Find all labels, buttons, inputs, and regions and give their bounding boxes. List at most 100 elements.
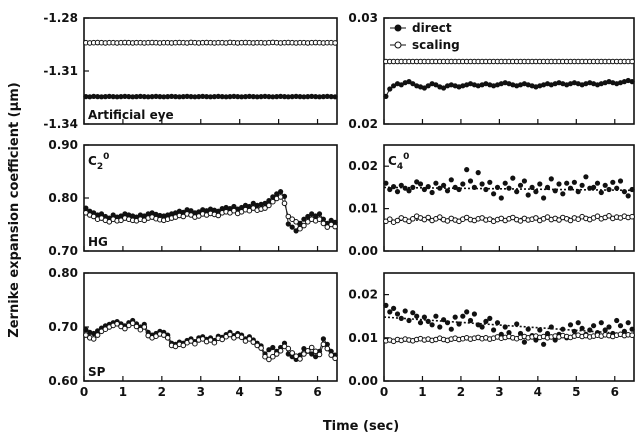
data-point-scaling xyxy=(544,214,551,220)
data-point-direct xyxy=(564,180,570,186)
panels: -1.28 -1.31 -1.34 Artificial eye 0.03 0.02 dir… xyxy=(43,11,635,399)
data-point-direct xyxy=(172,94,179,100)
data-point-direct xyxy=(617,80,624,86)
data-point-scaling xyxy=(262,353,268,360)
data-point-direct xyxy=(475,83,481,89)
data-point-direct xyxy=(587,327,593,333)
data-point-direct xyxy=(83,205,89,211)
data-point-direct xyxy=(506,330,512,336)
data-point-direct xyxy=(567,81,574,87)
data-point-direct xyxy=(441,85,447,91)
data-point-direct xyxy=(598,189,604,196)
data-point-direct xyxy=(421,186,427,193)
data-point-direct xyxy=(464,309,470,315)
data-point-direct xyxy=(118,94,124,100)
data-point-direct xyxy=(383,93,389,99)
panel-label: HG xyxy=(88,235,108,249)
data-point-direct xyxy=(429,189,435,196)
data-point-direct xyxy=(207,94,214,100)
series-scaling xyxy=(83,194,338,232)
data-point-direct xyxy=(126,94,132,100)
data-point-direct xyxy=(517,182,524,188)
y-tick-label: -1.31 xyxy=(43,64,78,78)
data-point-scaling xyxy=(262,205,268,211)
data-point-direct xyxy=(444,188,451,194)
x-tick-label: 4 xyxy=(534,385,542,399)
data-point-scaling xyxy=(293,353,299,360)
y-axis-title: Zernike expansion coefficient (µm) xyxy=(7,82,22,337)
data-point-direct xyxy=(483,318,489,324)
panel-middle-left: 0.90 0.80 0.70 HG C20 xyxy=(48,138,338,258)
legend-label: scaling xyxy=(412,38,460,52)
data-point-scaling xyxy=(277,348,284,354)
data-point-scaling xyxy=(387,216,393,222)
data-point-direct xyxy=(289,224,295,230)
data-point-direct xyxy=(204,94,210,100)
data-point-direct xyxy=(433,313,439,319)
data-point-scaling xyxy=(258,345,264,351)
data-point-scaling xyxy=(219,336,225,343)
data-point-direct xyxy=(126,212,132,218)
data-point-direct xyxy=(437,185,443,191)
data-point-direct xyxy=(467,317,474,324)
data-point-direct xyxy=(617,178,624,184)
data-point-direct xyxy=(293,93,299,99)
data-point-scaling xyxy=(90,336,97,342)
term-base: C xyxy=(388,154,397,168)
data-point-direct xyxy=(425,83,431,89)
data-point-direct xyxy=(521,178,528,184)
series-scaling xyxy=(383,58,635,65)
data-point-direct xyxy=(219,206,225,212)
data-point-direct xyxy=(207,206,214,212)
data-point-direct xyxy=(262,93,268,99)
data-point-scaling xyxy=(320,341,327,348)
data-point-direct xyxy=(552,188,558,194)
data-point-direct xyxy=(617,323,624,329)
panel-top-right: 0.03 0.02 direct scaling xyxy=(348,11,635,131)
series-scaling xyxy=(383,213,635,225)
data-point-direct xyxy=(153,211,159,217)
trendline-direct xyxy=(383,316,635,336)
data-point-direct xyxy=(621,189,628,195)
data-point-direct xyxy=(169,211,175,217)
data-point-scaling xyxy=(316,216,323,222)
data-point-scaling xyxy=(277,194,284,200)
y-tick-label: 0.00 xyxy=(348,244,378,258)
legend-marker-filled xyxy=(394,24,402,32)
data-point-scaling xyxy=(106,219,113,225)
data-point-direct xyxy=(281,94,288,100)
data-point-scaling xyxy=(141,324,148,330)
zernike-term-label: C40 xyxy=(388,152,409,172)
data-point-direct xyxy=(387,186,393,193)
data-point-scaling xyxy=(270,198,276,205)
data-point-direct xyxy=(464,167,470,173)
data-point-scaling xyxy=(215,212,222,219)
data-point-direct xyxy=(250,200,256,206)
data-point-direct xyxy=(629,79,635,85)
x-tick-label: 6 xyxy=(313,385,321,399)
data-point-direct xyxy=(83,94,89,100)
data-point-direct xyxy=(414,313,420,319)
data-point-scaling xyxy=(297,356,303,362)
data-point-direct xyxy=(301,94,307,100)
y-tick-label: 0.02 xyxy=(348,288,378,302)
data-point-scaling xyxy=(180,213,187,220)
data-point-direct xyxy=(122,211,128,217)
data-point-direct xyxy=(398,315,404,321)
data-point-scaling xyxy=(199,336,206,342)
data-point-direct xyxy=(479,324,485,330)
data-point-scaling xyxy=(324,224,331,230)
data-point-direct xyxy=(579,182,585,188)
data-point-scaling xyxy=(320,220,327,227)
data-point-scaling xyxy=(556,217,562,223)
data-point-scaling xyxy=(114,321,120,327)
data-point-direct xyxy=(192,94,198,100)
data-point-direct xyxy=(145,94,151,100)
data-point-direct xyxy=(498,195,504,201)
x-tick-label: 2 xyxy=(457,385,465,399)
data-point-direct xyxy=(309,351,315,357)
data-point-direct xyxy=(629,326,635,332)
data-point-direct xyxy=(254,202,260,208)
data-point-direct xyxy=(398,182,404,188)
